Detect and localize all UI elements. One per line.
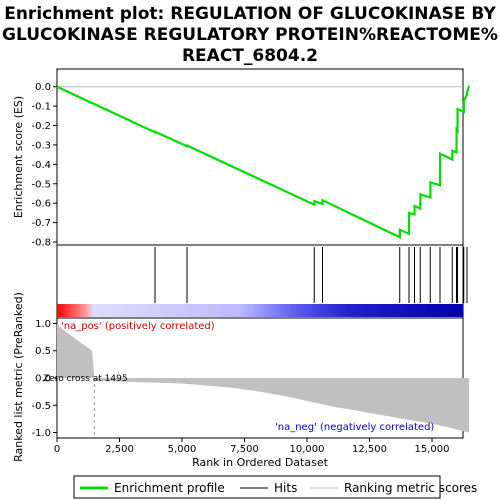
ranking-metric-area	[57, 323, 469, 433]
legend-label: Ranking metric scores	[344, 481, 477, 495]
chart-title-line-1: Enrichment plot: REGULATION OF GLUCOKINA…	[4, 4, 496, 24]
na-pos-annotation: 'na_pos' (positively correlated)	[61, 321, 215, 332]
x-tick-label: 12,500	[352, 444, 387, 455]
es-y-tick-label: -0.3	[31, 140, 51, 151]
x-axis-label: Rank in Ordered Dataset	[192, 456, 329, 469]
metric-y-tick-label: 0.0	[35, 374, 51, 385]
es-y-axis-label: Enrichment score (ES)	[12, 96, 25, 218]
enrichment-profile-line	[56, 85, 471, 240]
metric-y-tick-label: -1.0	[31, 428, 51, 439]
metric-y-tick-label: 1.0	[35, 319, 51, 330]
es-y-tick-label: -0.4	[31, 160, 51, 171]
es-y-tick-label: -0.5	[31, 179, 51, 190]
es-y-tick-label: -0.7	[31, 218, 51, 229]
es-y-axis: 0.0 -0.1 -0.2 -0.3 -0.4 -0.5 -0.6 -0.7 -0.8	[31, 82, 57, 249]
es-y-tick-label: -0.6	[31, 199, 51, 210]
es-series-layer	[56, 85, 471, 240]
chart-title-line-2: GLUCOKINASE REGULATORY PROTEIN%REACTOME%	[2, 25, 498, 45]
colorbar-gradient	[57, 304, 463, 317]
metric-y-tick-label: -0.5	[31, 401, 51, 412]
x-tick-label: 5,000	[168, 444, 197, 455]
es-y-tick-label: -0.2	[31, 121, 51, 132]
es-panel-frame	[56, 68, 464, 246]
metric-area-layer	[57, 323, 469, 433]
x-tick-label: 10,000	[290, 444, 325, 455]
colorbar	[57, 304, 463, 317]
es-y-tick-label: 0.0	[35, 82, 51, 93]
x-tick-label: 0	[54, 444, 60, 455]
x-tick-label: 15,000	[415, 444, 450, 455]
x-axis: 0 2,500 5,000 7,500 10,000 12,500 15,000	[54, 438, 450, 455]
hits-layer	[154, 247, 468, 303]
metric-y-axis: 1.0 0.5 0.0 -0.5 -1.0	[31, 319, 57, 439]
es-y-tick-label: -0.8	[31, 238, 51, 249]
metric-y-axis-label: Ranked list metric (PreRanked)	[12, 292, 25, 462]
es-y-tick-label: -0.1	[31, 102, 51, 113]
na-neg-annotation: 'na_neg' (negatively correlated)	[275, 422, 434, 433]
legend: Enrichment profile Hits Ranking metric sco…	[80, 481, 477, 495]
metric-y-tick-label: 0.5	[35, 346, 51, 357]
legend-label: Enrichment profile	[114, 481, 225, 495]
legend-label: Hits	[274, 481, 297, 495]
x-tick-label: 7,500	[230, 444, 259, 455]
x-tick-label: 2,500	[105, 444, 134, 455]
chart-title-line-3: REACT_6804.2	[182, 46, 318, 66]
legend-box	[73, 475, 441, 499]
zero-cross-annotation: Zero cross at 1495	[43, 374, 128, 384]
